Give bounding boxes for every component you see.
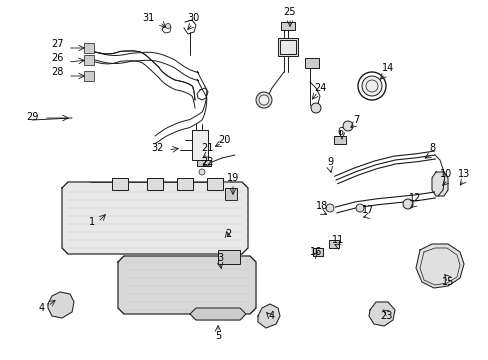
Text: 20: 20: [217, 135, 230, 145]
Text: 23: 23: [379, 311, 391, 321]
Text: 24: 24: [313, 83, 325, 93]
Text: 6: 6: [336, 127, 343, 137]
Circle shape: [199, 169, 204, 175]
Text: 11: 11: [331, 235, 344, 245]
Bar: [197, 160, 210, 166]
Text: 14: 14: [381, 63, 393, 73]
Circle shape: [361, 76, 381, 96]
Circle shape: [259, 95, 268, 105]
Text: 18: 18: [315, 201, 327, 211]
Text: 31: 31: [142, 13, 154, 23]
Polygon shape: [415, 244, 463, 288]
Text: 2: 2: [224, 229, 231, 239]
Bar: [278, 38, 297, 56]
Bar: [224, 188, 237, 200]
Text: 16: 16: [309, 247, 322, 257]
Bar: [305, 58, 318, 68]
Text: 7: 7: [352, 115, 358, 125]
Bar: [333, 136, 346, 144]
Text: 17: 17: [361, 205, 373, 215]
Polygon shape: [431, 172, 447, 196]
Bar: [328, 240, 338, 248]
Polygon shape: [48, 292, 74, 318]
Polygon shape: [368, 302, 394, 326]
Text: 30: 30: [186, 13, 199, 23]
Bar: [280, 40, 295, 54]
Bar: [312, 248, 323, 256]
Circle shape: [310, 103, 320, 113]
Text: 9: 9: [326, 157, 332, 167]
Text: 3: 3: [217, 253, 223, 263]
Circle shape: [256, 92, 271, 108]
Polygon shape: [190, 308, 245, 320]
Text: 21: 21: [201, 143, 213, 153]
Polygon shape: [258, 304, 280, 328]
Text: 26: 26: [51, 53, 63, 63]
Bar: [147, 178, 163, 190]
Bar: [177, 178, 193, 190]
Bar: [206, 178, 223, 190]
Circle shape: [342, 121, 352, 131]
Text: 13: 13: [457, 169, 469, 179]
Bar: [218, 250, 240, 264]
Bar: [84, 43, 94, 53]
Text: 1: 1: [89, 217, 95, 227]
Text: 29: 29: [26, 112, 38, 122]
Text: 25: 25: [283, 7, 296, 17]
Circle shape: [165, 23, 170, 28]
Text: 10: 10: [439, 169, 451, 179]
Circle shape: [402, 199, 412, 209]
Text: 19: 19: [226, 173, 239, 183]
Polygon shape: [118, 256, 256, 314]
Text: 4: 4: [39, 303, 45, 313]
Text: 5: 5: [214, 331, 221, 341]
Polygon shape: [62, 182, 247, 254]
Bar: [112, 178, 128, 190]
Text: 4: 4: [268, 311, 274, 321]
Text: 8: 8: [428, 143, 434, 153]
Bar: [84, 55, 94, 65]
Circle shape: [355, 204, 363, 212]
Bar: [84, 71, 94, 81]
Circle shape: [325, 204, 333, 212]
Text: 32: 32: [151, 143, 164, 153]
Text: 27: 27: [51, 39, 63, 49]
Bar: [192, 130, 207, 160]
Text: 12: 12: [408, 193, 420, 203]
Bar: [281, 22, 294, 30]
Text: 28: 28: [51, 67, 63, 77]
Text: 22: 22: [201, 157, 213, 167]
Text: 15: 15: [441, 277, 453, 287]
